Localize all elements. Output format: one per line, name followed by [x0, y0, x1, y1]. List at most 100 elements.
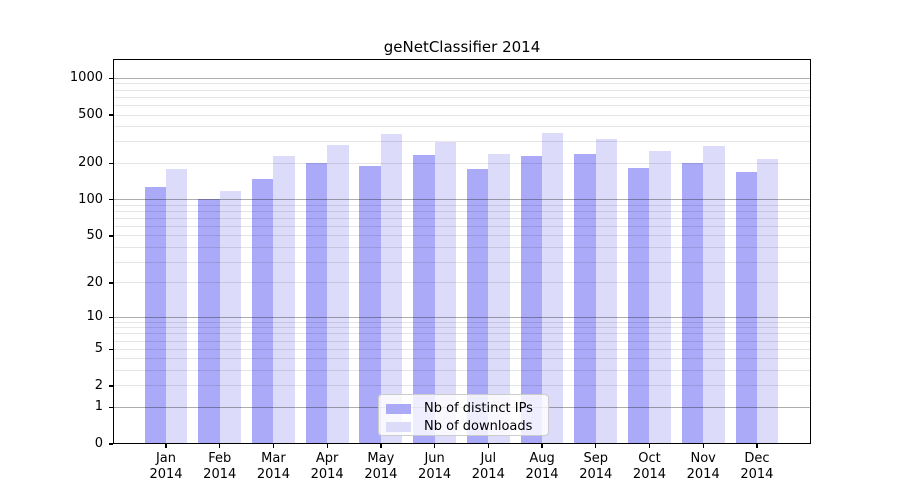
y-tick — [109, 77, 113, 80]
bar-nov-distinct-ips — [681, 163, 704, 444]
x-tick-label-month: Feb — [208, 451, 232, 466]
major-gridline — [113, 316, 811, 318]
bar-apr-downloads — [327, 144, 349, 444]
x-tick-label: Oct 2014 — [609, 451, 689, 482]
x-tick-label-year: 2014 — [740, 466, 774, 482]
minor-gridline — [113, 340, 811, 342]
minor-gridline — [113, 162, 811, 164]
legend-item-distinct-ips: Nb of distinct IPs — [379, 400, 548, 417]
x-tick-label-year: 2014 — [686, 466, 720, 482]
bar-apr-distinct-ips — [305, 163, 328, 444]
bar-may-distinct-ips — [359, 165, 381, 444]
bar-jul-downloads — [488, 153, 510, 444]
minor-gridline — [113, 235, 811, 237]
bar-jan-downloads — [166, 169, 188, 444]
x-tick — [648, 444, 651, 448]
minor-gridline — [113, 104, 811, 106]
y-tick — [109, 406, 113, 409]
minor-gridline — [113, 370, 811, 372]
minor-gridline — [113, 358, 811, 360]
x-tick-label-year: 2014 — [525, 466, 559, 482]
y-tick — [109, 114, 113, 116]
minor-gridline — [113, 210, 811, 212]
y-tick — [109, 162, 113, 165]
bar-nov-downloads — [703, 146, 725, 444]
x-tick-label-month: Mar — [261, 451, 286, 466]
minor-gridline — [113, 282, 811, 284]
x-tick-label: Mar 2014 — [233, 451, 313, 482]
minor-gridline — [113, 83, 811, 85]
minor-gridline — [113, 217, 811, 219]
x-tick — [756, 444, 758, 448]
x-tick-label-year: 2014 — [364, 466, 398, 482]
x-tick — [487, 444, 490, 448]
legend-item-downloads: Nb of downloads — [379, 418, 548, 435]
x-tick — [595, 444, 597, 448]
x-tick-label-month: Jun — [424, 451, 445, 466]
bar-may-downloads — [380, 134, 403, 444]
minor-gridline — [113, 126, 811, 128]
x-tick-label-month: Nov — [690, 451, 716, 466]
bar-oct-downloads — [649, 150, 671, 444]
x-tick-label-year: 2014 — [203, 466, 237, 482]
y-tick — [109, 385, 113, 387]
minor-gridline — [113, 348, 811, 350]
y-tick — [109, 282, 113, 284]
x-tick-label-year: 2014 — [310, 466, 344, 482]
x-tick — [434, 444, 436, 448]
y-tick — [109, 199, 113, 201]
minor-gridline — [113, 225, 811, 227]
major-gridline — [113, 199, 811, 201]
bar-dec-distinct-ips — [735, 171, 757, 444]
x-tick-label: Nov 2014 — [663, 451, 743, 482]
chart-title: geNetClassifier 2014 — [383, 38, 541, 56]
minor-gridline — [113, 327, 811, 329]
y-tick — [109, 348, 113, 350]
x-tick — [541, 444, 543, 448]
y-tick-label: 20 — [86, 274, 103, 290]
x-tick-label-month: Aug — [529, 451, 555, 466]
y-tick-label: 100 — [78, 191, 103, 207]
bar-jun-distinct-ips — [413, 155, 435, 444]
x-tick-label-year: 2014 — [471, 466, 505, 482]
x-tick-label-year: 2014 — [579, 466, 613, 482]
x-tick-label-month: Sep — [583, 451, 608, 466]
y-tick-label: 10 — [86, 309, 103, 325]
x-tick-label-year: 2014 — [149, 466, 183, 482]
minor-gridline — [113, 333, 811, 335]
x-tick-label-month: Dec — [744, 451, 770, 466]
bar-mar-distinct-ips — [252, 178, 274, 444]
x-tick-label-year: 2014 — [418, 466, 452, 482]
x-tick — [702, 444, 704, 448]
x-tick — [380, 444, 382, 448]
major-gridline — [113, 77, 811, 79]
bar-oct-distinct-ips — [628, 167, 650, 444]
minor-gridline — [113, 246, 811, 248]
bar-mar-downloads — [273, 156, 295, 444]
x-tick-label-year: 2014 — [256, 466, 290, 482]
y-tick-label: 200 — [78, 155, 103, 171]
bar-aug-distinct-ips — [520, 156, 543, 444]
x-tick-label: Jun 2014 — [395, 451, 475, 482]
x-tick-label: Jul 2014 — [448, 451, 528, 482]
y-tick-label: 1000 — [69, 70, 103, 86]
x-tick — [272, 444, 275, 448]
x-tick-label-year: 2014 — [632, 466, 667, 482]
y-tick — [109, 316, 113, 318]
x-tick-label-month: May — [367, 451, 395, 466]
x-tick-label-month: Oct — [638, 451, 661, 466]
minor-gridline — [113, 114, 811, 116]
bar-sep-distinct-ips — [574, 153, 596, 444]
minor-gridline — [113, 96, 811, 98]
y-tick-label: 0 — [94, 436, 103, 451]
x-tick-label: May 2014 — [341, 451, 421, 482]
minor-gridline — [113, 204, 811, 206]
y-tick-label: 50 — [86, 227, 103, 243]
y-tick-label: 2 — [94, 377, 103, 393]
bar-jun-downloads — [434, 141, 456, 444]
x-tick-label-month: Jul — [480, 451, 497, 466]
bar-jul-distinct-ips — [466, 168, 489, 444]
y-tick — [109, 443, 113, 445]
x-tick-label: Feb 2014 — [180, 451, 260, 482]
minor-gridline — [113, 261, 811, 263]
